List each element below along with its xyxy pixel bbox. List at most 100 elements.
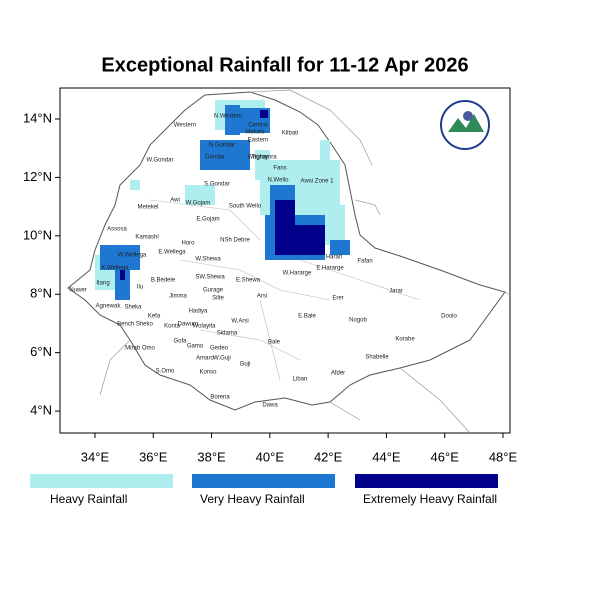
- x-tick-label: 36°E: [139, 449, 168, 464]
- region-label: Central: [248, 123, 267, 129]
- region-label: Metekel: [137, 205, 158, 211]
- rainfall-extreme: [120, 110, 325, 280]
- legend-label: Heavy Rainfall: [50, 492, 127, 506]
- region-label: W.Shewa: [195, 257, 221, 263]
- region-label: Hadiya: [189, 309, 208, 315]
- region-label: W.Arsi: [231, 319, 248, 325]
- region-label: Gedeo: [210, 346, 229, 352]
- x-tick-label: 46°E: [431, 449, 460, 464]
- y-tick-label: 10°N: [23, 227, 52, 242]
- region-label: Dawa: [262, 403, 278, 409]
- region-label: Waghamra: [247, 155, 277, 161]
- legend-swatch: [192, 474, 335, 488]
- region-label: S.Gondar: [204, 182, 230, 188]
- region-label: Borena: [210, 395, 230, 401]
- legend-label: Very Heavy Rainfall: [200, 492, 305, 506]
- x-tick-label: 44°E: [372, 449, 401, 464]
- region-label: N.Western: [214, 114, 242, 120]
- region-label: E.Hararge: [316, 266, 344, 272]
- region-label: E.Wellega: [158, 250, 186, 256]
- x-tick-label: 48°E: [489, 449, 518, 464]
- region-label: Nuwer: [69, 288, 86, 294]
- region-label: Erer: [332, 296, 343, 302]
- region-label: Mirab Omo: [125, 346, 155, 352]
- y-tick-label: 12°N: [23, 169, 52, 184]
- region-label: Eastern: [248, 138, 269, 144]
- legend-swatch: [30, 474, 173, 488]
- region-label: W.Guji: [213, 356, 231, 362]
- region-label: NSh Debre: [220, 238, 250, 244]
- y-tick-label: 4°N: [30, 403, 52, 418]
- region-label: N.Gondar: [209, 143, 235, 149]
- region-label: W.Gondar: [146, 158, 173, 164]
- region-label: Korahe: [395, 337, 415, 343]
- region-label: Jarar: [389, 289, 403, 295]
- region-label: W.Gojam: [186, 201, 211, 207]
- y-tick-label: 14°N: [23, 110, 52, 125]
- region-label: Ilu: [137, 285, 143, 291]
- region-label: Sidama: [217, 331, 238, 337]
- x-tick-label: 40°E: [256, 449, 285, 464]
- x-tick-label: 38°E: [197, 449, 226, 464]
- region-label: Wolayita: [193, 324, 217, 330]
- region-label: B.Bedele: [151, 278, 176, 284]
- region-label: Awi: [170, 198, 180, 204]
- region-label: Mekele: [245, 130, 265, 136]
- region-label: SW.Shewa: [195, 275, 225, 281]
- region-label: E.Gojam: [196, 217, 219, 223]
- dynamic-layer: 34°E 36°E 38°E 40°E 42°E 44°E 46°E 48°E 4°N 6°N 8°…: [23, 110, 518, 506]
- region-label: Harari: [326, 255, 342, 261]
- region-label: N.Wello: [268, 178, 290, 184]
- region-label: W.Hararge: [283, 271, 312, 277]
- logo: [440, 100, 490, 150]
- region-label: Bench Sheko: [117, 322, 153, 328]
- y-tick-label: 8°N: [30, 286, 52, 301]
- region-label: Agnewak: [96, 304, 122, 310]
- region-label: Western: [174, 123, 196, 129]
- region-label: Amaro: [196, 356, 214, 362]
- region-label: Kamashi: [135, 235, 158, 241]
- region-label: Shabelle: [365, 355, 389, 361]
- region-label: Gamo: [187, 344, 204, 350]
- region-label: Gurage: [203, 288, 224, 294]
- region-label: Doolo: [441, 314, 457, 320]
- region-label: Afder: [331, 371, 345, 377]
- legend-swatch: [355, 474, 498, 488]
- region-label: Gofa: [173, 339, 187, 345]
- region-label: South Wello: [229, 204, 262, 210]
- title: Exceptional Rainfall for 11-12 Apr 2026: [101, 54, 468, 76]
- region-label: Guji: [240, 362, 251, 368]
- region-label: Nogob: [349, 318, 367, 324]
- region-label: Jimma: [169, 294, 187, 300]
- region-label: Fafan: [357, 259, 372, 265]
- region-label: S.Omo: [156, 369, 175, 375]
- region-label: K.Wellega: [101, 266, 129, 272]
- region-label: E.Shewa: [236, 278, 261, 284]
- region-label: Konta: [164, 324, 180, 330]
- region-label: Fans: [273, 166, 286, 172]
- region-label: Sheka: [124, 305, 142, 311]
- x-tick-label: 34°E: [81, 449, 110, 464]
- region-label: Gondar: [205, 155, 225, 161]
- x-tick-label: 42°E: [314, 449, 343, 464]
- region-label: Itang: [96, 281, 109, 287]
- region-label: Kefa: [148, 314, 161, 320]
- region-label: Konso: [199, 370, 217, 376]
- y-tick-label: 6°N: [30, 344, 52, 359]
- region-label: Dawuro: [178, 322, 199, 328]
- map-frame: [59, 87, 511, 434]
- region-label: Arsi: [257, 294, 267, 300]
- legend-label: Extremely Heavy Rainfall: [363, 492, 497, 506]
- region-label: W.Wellega: [118, 253, 147, 259]
- region-label: Liban: [293, 377, 308, 383]
- region-label: Horo: [181, 241, 195, 247]
- border-lines: [99, 89, 511, 434]
- region-label: Kilbati: [282, 131, 298, 137]
- region-label: Assosa: [107, 227, 127, 233]
- region-label: Awsi Zone 1: [301, 179, 335, 185]
- region-label: Silte: [212, 296, 224, 302]
- region-label: E.Bale: [298, 314, 316, 320]
- region-label: Tigray: [252, 155, 268, 161]
- region-label: Bale: [268, 340, 281, 346]
